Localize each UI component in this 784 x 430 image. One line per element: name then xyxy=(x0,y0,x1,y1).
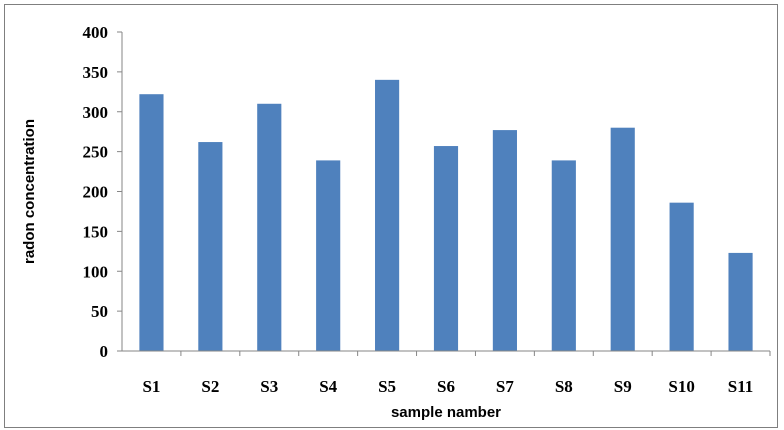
x-tick-label-s5: S5 xyxy=(378,377,396,396)
x-tick-label-s2: S2 xyxy=(201,377,219,396)
y-tick-label: 350 xyxy=(83,63,109,82)
y-tick-label: 200 xyxy=(83,183,109,202)
y-tick-label: 250 xyxy=(83,143,109,162)
bar-s1 xyxy=(139,94,164,351)
y-tick-label: 150 xyxy=(83,222,109,241)
bars xyxy=(139,79,753,352)
x-axis-ticks: S1 S2 S3 S4 S5 S6 S7 S8 S9 S10 S11 xyxy=(142,351,771,396)
x-tick-label-s10: S10 xyxy=(668,377,694,396)
x-axis-title: sample namber xyxy=(391,404,501,421)
y-axis-title: radon concentration xyxy=(21,119,38,264)
y-tick-label: 100 xyxy=(83,262,109,281)
x-tick-label-s7: S7 xyxy=(496,377,514,396)
x-tick-label-s6: S6 xyxy=(437,377,455,396)
bar-s5 xyxy=(375,79,400,351)
bar-s10 xyxy=(669,202,694,351)
x-tick-label-s4: S4 xyxy=(319,377,337,396)
x-tick-label-s11: S11 xyxy=(728,377,754,396)
bar-s11 xyxy=(728,252,753,351)
bar-s3 xyxy=(257,103,282,352)
bar-s4 xyxy=(316,160,341,351)
y-tick-label: 300 xyxy=(83,103,109,122)
y-tick-label: 400 xyxy=(83,23,109,42)
y-axis-ticks: 0 50 100 150 200 250 300 350 400 xyxy=(83,23,122,361)
x-tick-label-s3: S3 xyxy=(260,377,278,396)
bar-s2 xyxy=(198,142,223,351)
y-tick-label: 50 xyxy=(91,302,108,321)
bar-s7 xyxy=(492,130,517,351)
x-tick-label-s9: S9 xyxy=(614,377,632,396)
x-tick-label-s8: S8 xyxy=(555,377,573,396)
x-tick-label-s1: S1 xyxy=(142,377,160,396)
y-tick-label: 0 xyxy=(100,342,109,361)
bar-s8 xyxy=(551,160,576,351)
bar-s6 xyxy=(433,146,459,351)
bar-s9 xyxy=(610,127,635,351)
